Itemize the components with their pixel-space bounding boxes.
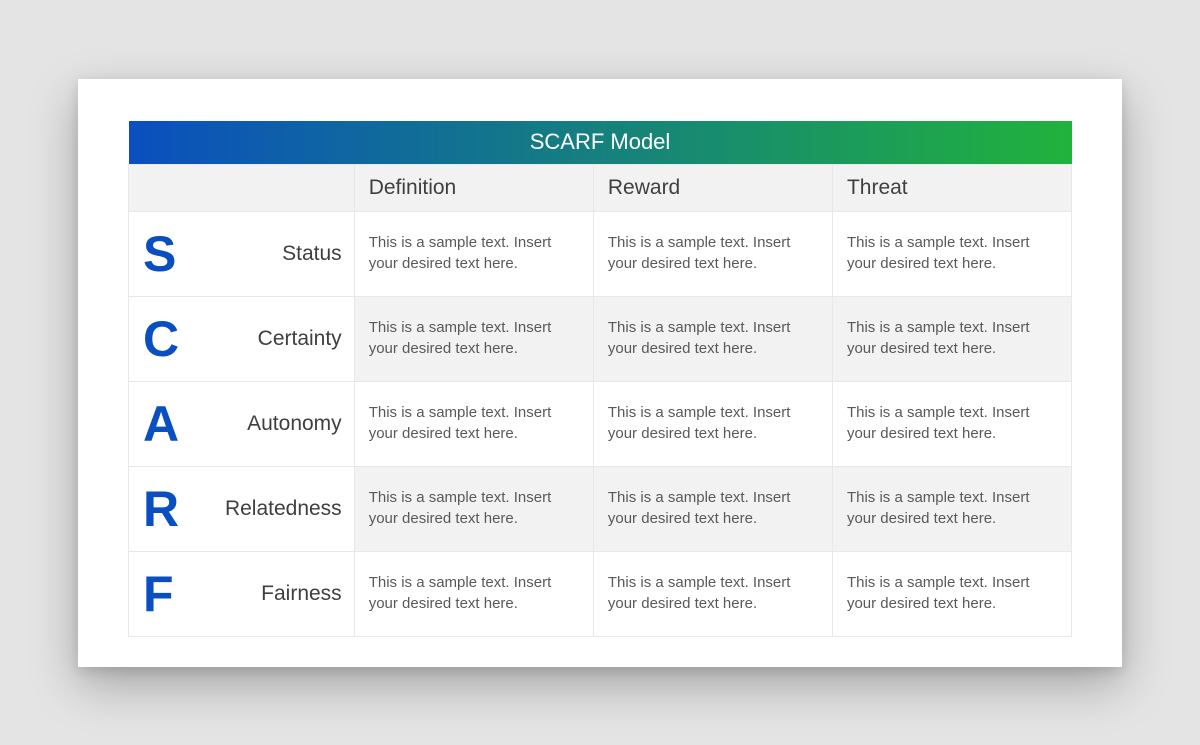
row-label: C Certainty xyxy=(129,296,355,381)
table-row: A Autonomy This is a sample text. Insert… xyxy=(129,381,1072,466)
cell-threat: This is a sample text. Insert your desir… xyxy=(832,296,1071,381)
cell-reward: This is a sample text. Insert your desir… xyxy=(593,551,832,636)
row-term: Autonomy xyxy=(247,412,342,436)
table-row: F Fairness This is a sample text. Insert… xyxy=(129,551,1072,636)
cell-definition: This is a sample text. Insert your desir… xyxy=(354,296,593,381)
row-letter: C xyxy=(143,314,179,364)
cell-threat: This is a sample text. Insert your desir… xyxy=(832,466,1071,551)
cell-definition: This is a sample text. Insert your desir… xyxy=(354,551,593,636)
row-label: F Fairness xyxy=(129,551,355,636)
row-letter: R xyxy=(143,484,179,534)
cell-reward: This is a sample text. Insert your desir… xyxy=(593,296,832,381)
row-term: Fairness xyxy=(261,582,342,606)
row-letter: A xyxy=(143,399,179,449)
table-row: R Relatedness This is a sample text. Ins… xyxy=(129,466,1072,551)
header-blank xyxy=(129,164,355,211)
title-row: SCARF Model xyxy=(129,121,1072,165)
cell-threat: This is a sample text. Insert your desir… xyxy=(832,551,1071,636)
cell-threat: This is a sample text. Insert your desir… xyxy=(832,381,1071,466)
table-title: SCARF Model xyxy=(129,121,1072,165)
row-term: Status xyxy=(282,242,342,266)
cell-reward: This is a sample text. Insert your desir… xyxy=(593,466,832,551)
header-definition: Definition xyxy=(354,164,593,211)
slide: SCARF Model Definition Reward Threat S S… xyxy=(78,79,1122,667)
row-letter: S xyxy=(143,229,176,279)
header-row: Definition Reward Threat xyxy=(129,164,1072,211)
row-term: Certainty xyxy=(258,327,342,351)
header-threat: Threat xyxy=(832,164,1071,211)
table-row: S Status This is a sample text. Insert y… xyxy=(129,211,1072,296)
row-letter: F xyxy=(143,569,174,619)
row-label: A Autonomy xyxy=(129,381,355,466)
table-row: C Certainty This is a sample text. Inser… xyxy=(129,296,1072,381)
cell-reward: This is a sample text. Insert your desir… xyxy=(593,381,832,466)
cell-definition: This is a sample text. Insert your desir… xyxy=(354,466,593,551)
cell-reward: This is a sample text. Insert your desir… xyxy=(593,211,832,296)
cell-definition: This is a sample text. Insert your desir… xyxy=(354,211,593,296)
scarf-table: SCARF Model Definition Reward Threat S S… xyxy=(128,121,1072,637)
cell-definition: This is a sample text. Insert your desir… xyxy=(354,381,593,466)
row-term: Relatedness xyxy=(225,497,342,521)
row-label: S Status xyxy=(129,211,355,296)
row-label: R Relatedness xyxy=(129,466,355,551)
header-reward: Reward xyxy=(593,164,832,211)
cell-threat: This is a sample text. Insert your desir… xyxy=(832,211,1071,296)
